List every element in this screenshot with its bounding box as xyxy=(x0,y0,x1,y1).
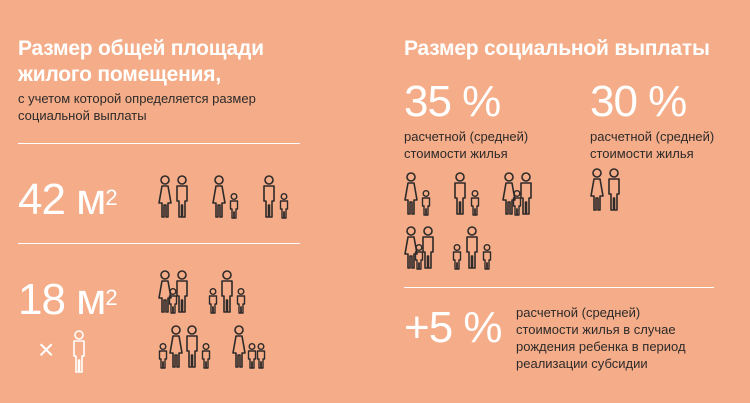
pct-30-label-line2: стоимости жилья xyxy=(590,146,694,161)
family-couple-child-icon xyxy=(502,172,542,216)
area-42-value: 42 м xyxy=(18,175,106,224)
divider xyxy=(404,287,714,288)
family-man-two-children-icon xyxy=(452,226,496,270)
pct-plus-5-label-line3: рождения ребенка в период xyxy=(516,339,686,354)
area-18-unit-sup: 2 xyxy=(105,285,117,310)
right-title: Размер социальной выплаты xyxy=(404,37,710,60)
area-42: 42 м2 xyxy=(18,175,118,224)
left-title-line1: Размер общей площади xyxy=(18,37,264,60)
pct-30-label-line1: расчетной (средней) xyxy=(590,129,715,144)
family-woman-child-icon xyxy=(404,172,438,216)
family-man-child-icon xyxy=(453,172,487,216)
multiply-sign: × xyxy=(38,334,55,365)
pct-plus-5-label-line2: стоимости жилья в случае xyxy=(516,322,676,337)
family-couple-icon xyxy=(590,168,624,212)
person-icon xyxy=(72,330,86,374)
left-subtitle-line1: с учетом которой определяется размер xyxy=(18,91,256,106)
area-18-value: 18 м xyxy=(18,275,106,324)
family-man-child-icon xyxy=(262,175,296,219)
area-18: 18 м2 xyxy=(18,275,118,324)
pct-30: 30 % xyxy=(590,77,687,126)
divider xyxy=(18,143,300,144)
family-couple-two-children-icon xyxy=(158,325,214,369)
divider xyxy=(18,243,300,244)
pct-35: 35 % xyxy=(404,77,501,126)
family-couple-child-icon xyxy=(404,226,444,270)
left-subtitle-line2: социальной выплаты xyxy=(18,108,147,123)
area-42-unit-sup: 2 xyxy=(105,185,117,210)
left-title-line2: жилого помещения, xyxy=(18,63,221,86)
family-couple-icon xyxy=(158,175,192,219)
pct-35-label-line1: расчетной (средней) xyxy=(404,129,529,144)
pct-35-label-line2: стоимости жилья xyxy=(404,146,508,161)
pct-plus-5-label-line4: реализации субсидии xyxy=(516,356,648,371)
pct-plus-5-label-line1: расчетной (средней) xyxy=(516,305,641,320)
family-couple-child-icon xyxy=(158,270,198,314)
family-woman-child-icon xyxy=(212,175,246,219)
family-woman-two-children-icon xyxy=(232,325,266,369)
family-couple-two-children-icon xyxy=(208,270,256,314)
pct-plus-5: +5 % xyxy=(404,303,503,352)
